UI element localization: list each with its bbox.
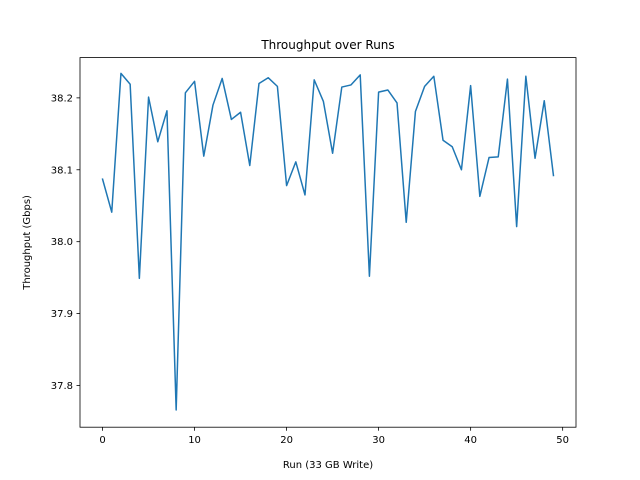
x-tick-label: 50: [556, 435, 569, 446]
y-tick-label: 38.2: [51, 93, 73, 104]
y-tick-label: 37.9: [51, 309, 73, 320]
ticks-layer: 0 10 20 30 40 50 37.8 37.9 38.0 38.1 38.2: [51, 93, 569, 446]
x-axis-label: Run (33 GB Write): [283, 460, 373, 471]
series-layer: [101, 72, 555, 411]
x-tick-label: 40: [464, 435, 477, 446]
y-tick-label: 37.8: [51, 381, 73, 392]
y-tick-label: 38.1: [51, 165, 73, 176]
x-tick-label: 20: [280, 435, 293, 446]
x-tick-label: 0: [99, 435, 105, 446]
y-tick-label: 38.0: [51, 237, 73, 248]
x-tick-label: 10: [188, 435, 201, 446]
series-line: [101, 72, 555, 411]
y-axis-label: Throughput (Gbps): [22, 195, 33, 291]
plot-frame: [79, 57, 577, 428]
x-tick-label: 30: [372, 435, 385, 446]
chart-title: Throughput over Runs: [260, 38, 394, 52]
